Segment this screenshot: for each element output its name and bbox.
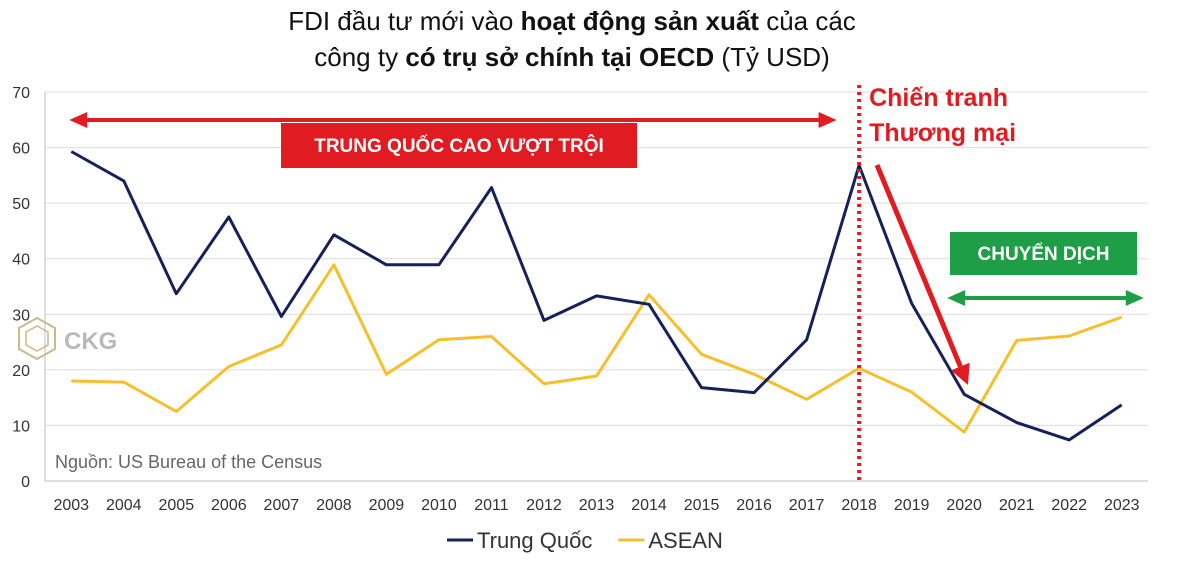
arrow-head-left-icon	[947, 290, 966, 306]
x-tick-label: 2022	[1051, 497, 1087, 514]
legend-label: ASEAN	[648, 528, 723, 553]
logo-hexagon-icon	[18, 316, 56, 361]
arrow-head-right-icon	[1125, 290, 1144, 306]
annotations: TRUNG QUỐC CAO VƯỢT TRỘI Chiến tranh Thư…	[69, 84, 1144, 481]
y-tick-label: 20	[12, 363, 30, 380]
y-tick-label: 10	[12, 418, 30, 435]
trade-war-label-line2: Thương mại	[869, 119, 1016, 147]
legend-label: Trung Quốc	[477, 528, 592, 553]
x-tick-label: 2016	[736, 497, 772, 514]
shift-banner-box	[950, 232, 1137, 275]
x-tick-label: 2019	[894, 497, 930, 514]
arrow-shaft	[874, 164, 963, 368]
arrow-head-right-icon	[818, 112, 837, 128]
arrow-head-left-icon	[69, 112, 88, 128]
y-tick-label: 40	[12, 252, 30, 269]
gridlines	[44, 91, 1148, 482]
x-tick-label: 2007	[264, 497, 300, 514]
ckg-logo: CKG	[18, 316, 117, 361]
x-tick-label: 2003	[53, 497, 89, 514]
x-tick-label: 2008	[316, 497, 352, 514]
y-tick-label: 70	[12, 85, 30, 102]
shift-banner-label: CHUYỂN DỊCH	[978, 243, 1110, 265]
chart-title-line2: công ty có trụ sở chính tại OECD (Tỷ USD…	[314, 42, 829, 72]
x-tick-label: 2014	[631, 497, 667, 514]
y-axis-ticks: 0 10 20 30 40 50 60 70	[12, 85, 30, 491]
x-tick-label: 2013	[579, 497, 615, 514]
logo-inner-hexagon-icon	[25, 325, 49, 352]
x-tick-label: 2023	[1104, 497, 1140, 514]
x-tick-label: 2012	[526, 497, 562, 514]
legend: Trung Quốc ASEAN	[447, 528, 723, 553]
x-tick-label: 2006	[211, 497, 247, 514]
x-tick-label: 2015	[684, 497, 720, 514]
source-note: Nguồn: US Bureau of the Census	[55, 452, 322, 472]
x-tick-label: 2021	[999, 497, 1035, 514]
x-tick-label: 2009	[369, 497, 405, 514]
china-range-arrow	[69, 112, 837, 128]
x-tick-label: 2010	[421, 497, 457, 514]
logo-text: CKG	[64, 328, 117, 355]
arrow-head-down-icon	[951, 362, 970, 385]
y-tick-label: 60	[12, 141, 30, 158]
series-line	[71, 263, 1123, 434]
y-tick-label: 30	[12, 307, 30, 324]
shift-range-arrow	[947, 290, 1144, 306]
x-tick-label: 2004	[106, 497, 142, 514]
series-lines	[70, 150, 1123, 442]
x-tick-label: 2018	[841, 497, 877, 514]
x-tick-label: 2017	[789, 497, 825, 514]
trade-war-label-line1: Chiến tranh	[869, 84, 1008, 112]
trade-war-down-arrow	[874, 164, 970, 385]
series-line	[70, 150, 1123, 442]
x-tick-label: 2005	[159, 497, 195, 514]
y-tick-label: 50	[12, 196, 30, 213]
china-banner-label: TRUNG QUỐC CAO VƯỢT TRỘI	[314, 135, 604, 157]
x-tick-label: 2011	[474, 497, 509, 514]
y-tick-label: 0	[21, 474, 30, 491]
china-banner-box	[281, 123, 637, 168]
x-tick-label: 2020	[946, 497, 982, 514]
x-axis-ticks: 2003 2004 2005 2006 2007 2008 2009 2010 2011 2012…	[53, 497, 1139, 514]
chart-title-line1: FDI đầu tư mới vào hoạt động sản xuất củ…	[288, 6, 856, 36]
